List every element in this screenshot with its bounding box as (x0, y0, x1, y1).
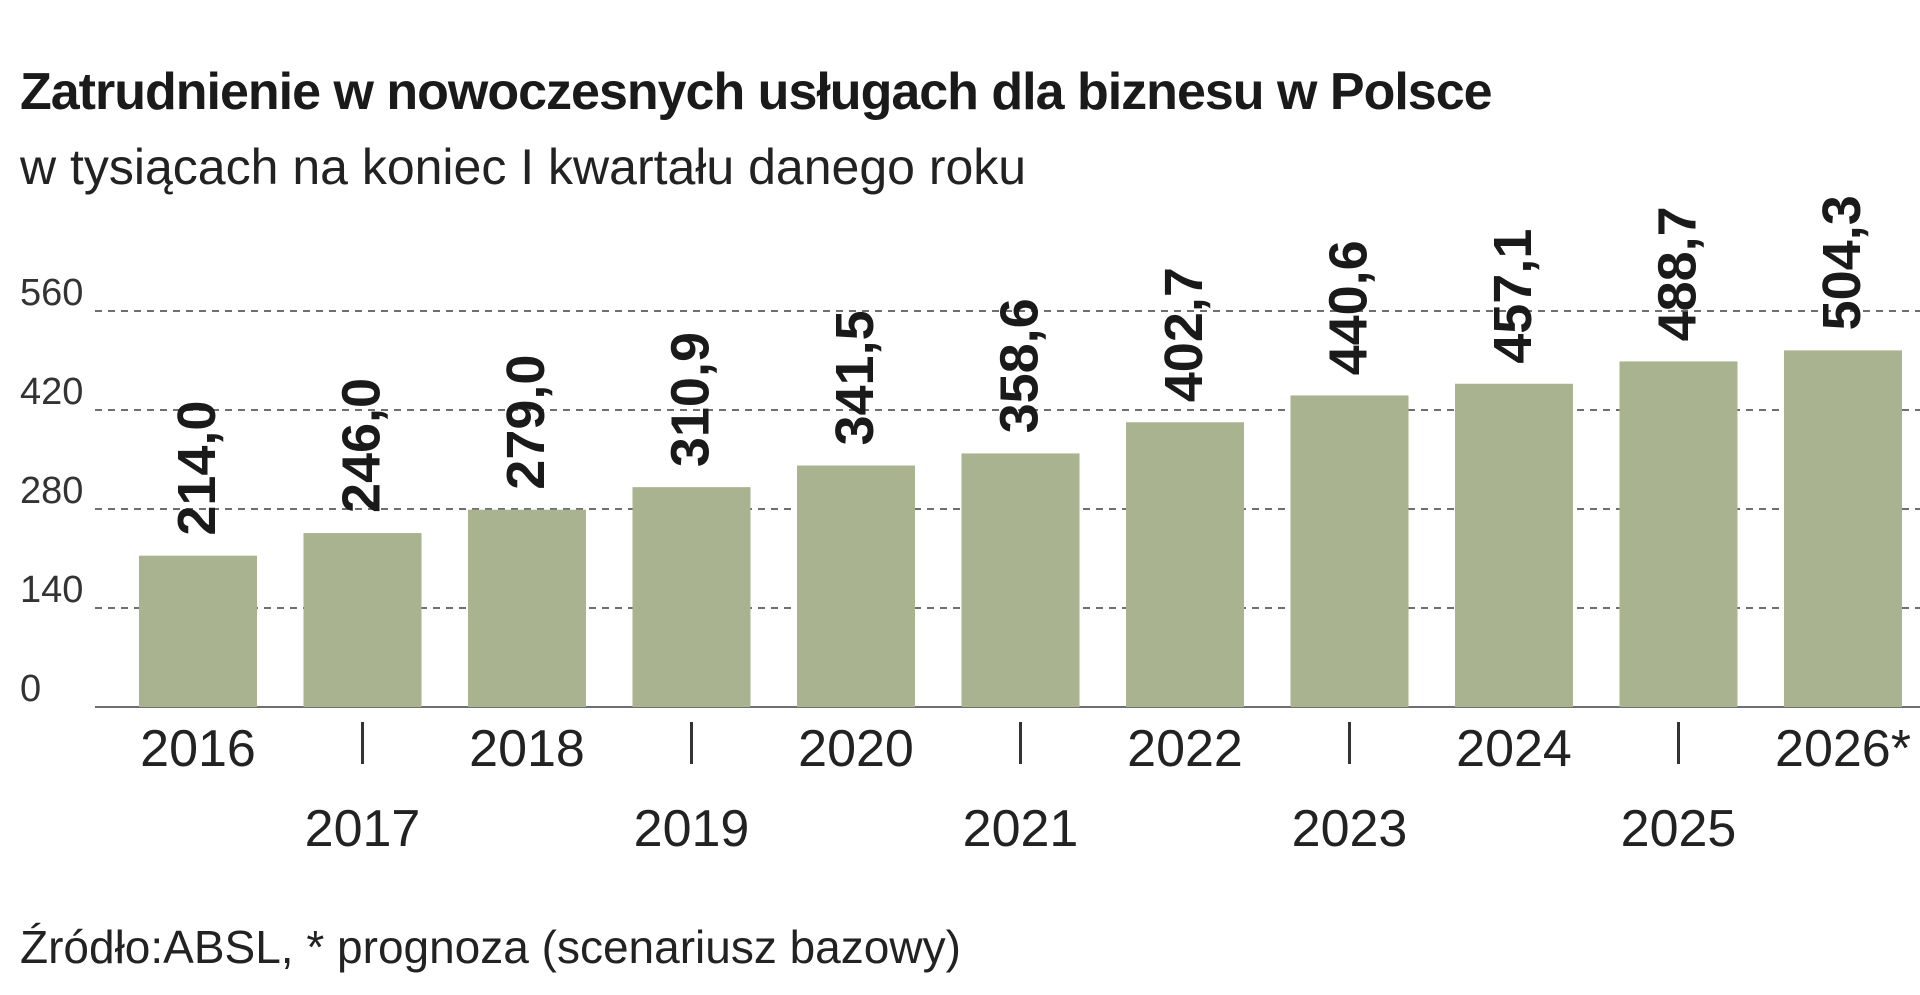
x-tick-label: 2018 (469, 720, 585, 778)
bar-value-label: 440,6 (1319, 240, 1379, 375)
bar (1126, 422, 1244, 707)
bar-value-label: 246,0 (332, 378, 392, 513)
bar (1290, 395, 1409, 707)
bar (632, 487, 751, 707)
bar (468, 509, 586, 707)
bar-value-label: 341,5 (825, 310, 885, 445)
bar-value-label: 402,7 (1154, 267, 1214, 402)
bar-value-label: 488,7 (1648, 206, 1708, 341)
bar (1455, 383, 1573, 707)
bar (1619, 361, 1738, 707)
y-tick-label: 560 (20, 272, 83, 314)
chart-source: Źródło:ABSL, * prognoza (scenariusz bazo… (20, 921, 961, 973)
x-tick-label: 2026* (1775, 720, 1911, 778)
bar-value-label: 310,9 (661, 332, 721, 467)
x-tick-label: 2019 (634, 800, 750, 858)
x-tick-label: 2021 (963, 800, 1079, 858)
bar-value-label: 279,0 (496, 355, 556, 490)
bar-value-label: 214,0 (167, 401, 227, 536)
x-tick-label: 2022 (1127, 720, 1243, 778)
y-tick-label: 140 (20, 569, 83, 611)
bar (1784, 350, 1902, 707)
bar (303, 533, 422, 707)
bar-value-label: 504,3 (1812, 195, 1872, 330)
x-tick-label: 2017 (305, 800, 421, 858)
bar-value-label: 358,6 (990, 298, 1050, 433)
x-tick-label: 2023 (1292, 800, 1408, 858)
bar-value-label: 457,1 (1483, 229, 1543, 364)
y-tick-label: 420 (20, 371, 83, 413)
y-tick-label: 280 (20, 470, 83, 512)
chart-title: Zatrudnienie w nowoczesnych usługach dla… (20, 63, 1493, 121)
x-tick-label: 2016 (140, 720, 256, 778)
x-tick-label: 2020 (798, 720, 914, 778)
chart-subtitle: w tysiącach na koniec I kwartału danego … (20, 139, 1027, 195)
x-tick-label: 2025 (1621, 800, 1737, 858)
x-tick-label: 2024 (1456, 720, 1572, 778)
bar (961, 453, 1080, 707)
y-tick-label: 0 (20, 668, 41, 710)
bar (139, 555, 257, 707)
bar (797, 465, 915, 707)
